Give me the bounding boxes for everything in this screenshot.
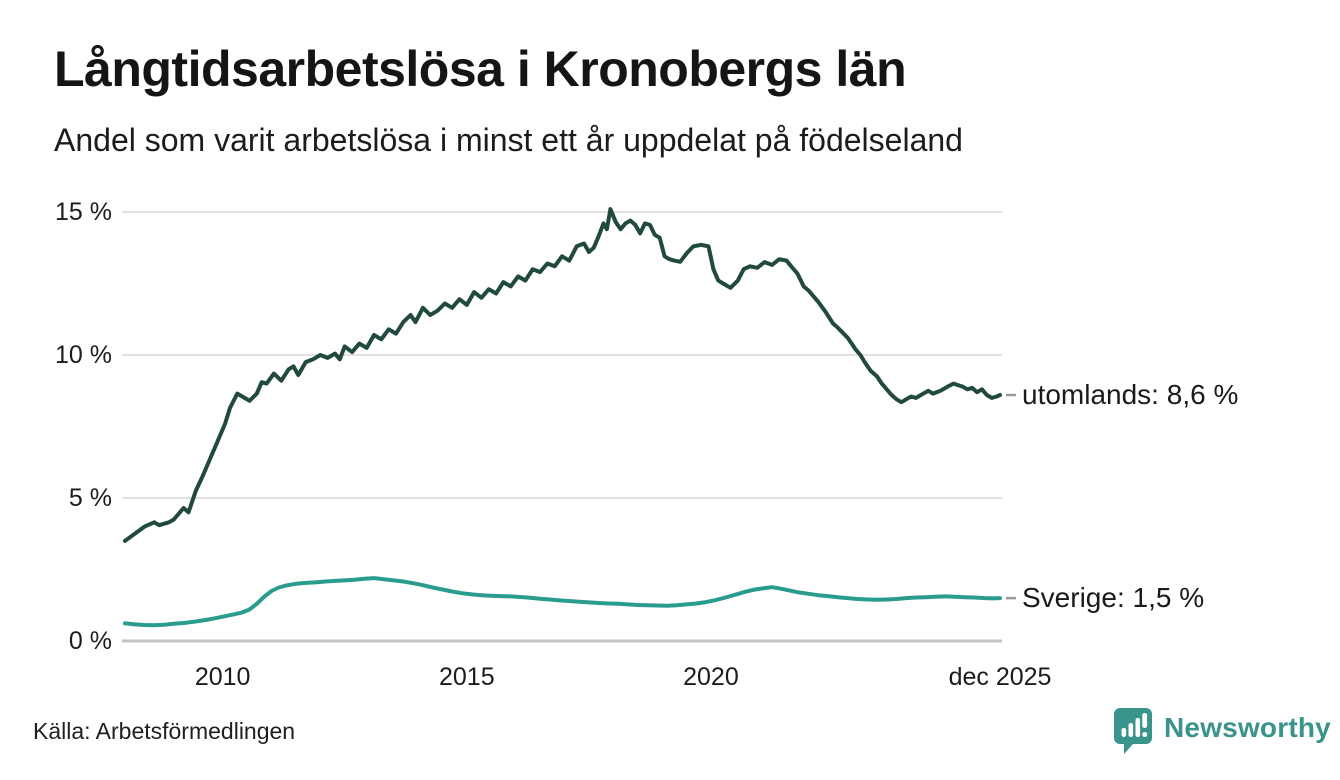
y-tick-label: 10 %	[55, 341, 112, 369]
page-title: Långtidsarbetslösa i Kronobergs län	[54, 41, 907, 97]
newsworthy-wordmark: Newsworthy	[1164, 712, 1331, 743]
newsworthy-logo: Newsworthy	[1112, 706, 1331, 756]
x-tick-label: 2010	[194, 663, 251, 691]
series-label-utomlands: utomlands: 8,6 %	[1022, 379, 1239, 411]
x-tick-label: 2015	[438, 663, 495, 691]
newsworthy-logo-icon	[1114, 708, 1152, 754]
x-tick-label: 2020	[683, 663, 739, 691]
chart-subtitle: Andel som varit arbetslösa i minst ett å…	[54, 122, 963, 158]
series-label-sverige: Sverige: 1,5 %	[1022, 582, 1205, 614]
series-line-utomlands	[123, 207, 1002, 543]
source-note: Källa: Arbetsförmedlingen	[33, 718, 296, 744]
y-tick-label: 15 %	[55, 198, 112, 226]
y-tick-label: 5 %	[68, 484, 112, 512]
y-tick-label: 0 %	[68, 627, 112, 655]
x-tick-label: dec 2025	[948, 663, 1052, 691]
series-line-sverige	[123, 576, 1002, 628]
